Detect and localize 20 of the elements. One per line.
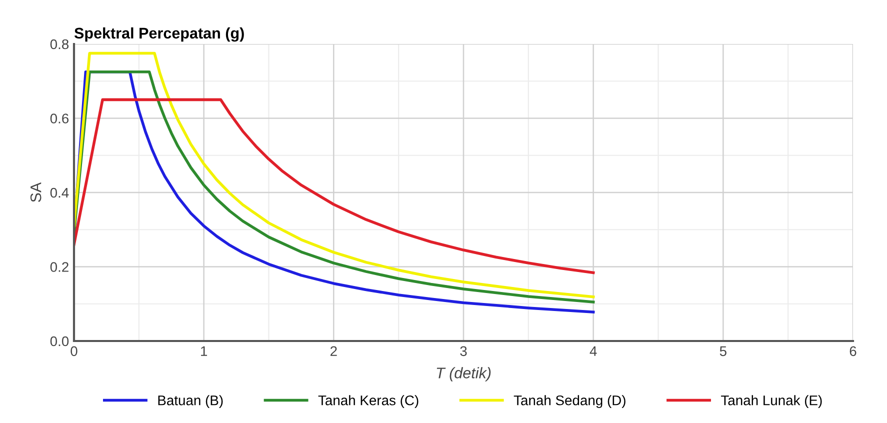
x-axis-title: T (detik) [436, 367, 491, 382]
legend-label: Tanah Lunak (E) [721, 395, 822, 408]
x-tick-label: 0 [70, 346, 78, 356]
line-series [74, 98, 595, 274]
chart-title: Spektral Percepatan (g) [74, 27, 244, 42]
y-tick-label: 0.6 [50, 114, 69, 124]
y-tick-label: 0.2 [50, 262, 68, 272]
y-tick-label: 0.0 [50, 336, 69, 346]
x-tick-label: 4 [590, 346, 597, 356]
x-tick-label: 5 [720, 346, 726, 356]
y-axis-title: SA [30, 182, 42, 202]
x-tick-label: 1 [201, 346, 208, 356]
legend-label: Tanah Sedang (D) [514, 395, 626, 408]
y-tick-label: 0.4 [50, 188, 69, 198]
x-tick-label: 2 [330, 346, 337, 356]
legend-label: Batuan (B) [158, 395, 223, 408]
legend-label: Tanah Keras (C) [318, 395, 418, 408]
y-tick-label: 0.8 [50, 39, 69, 50]
x-tick-label: 6 [850, 346, 856, 356]
x-tick-label: 3 [460, 346, 467, 356]
